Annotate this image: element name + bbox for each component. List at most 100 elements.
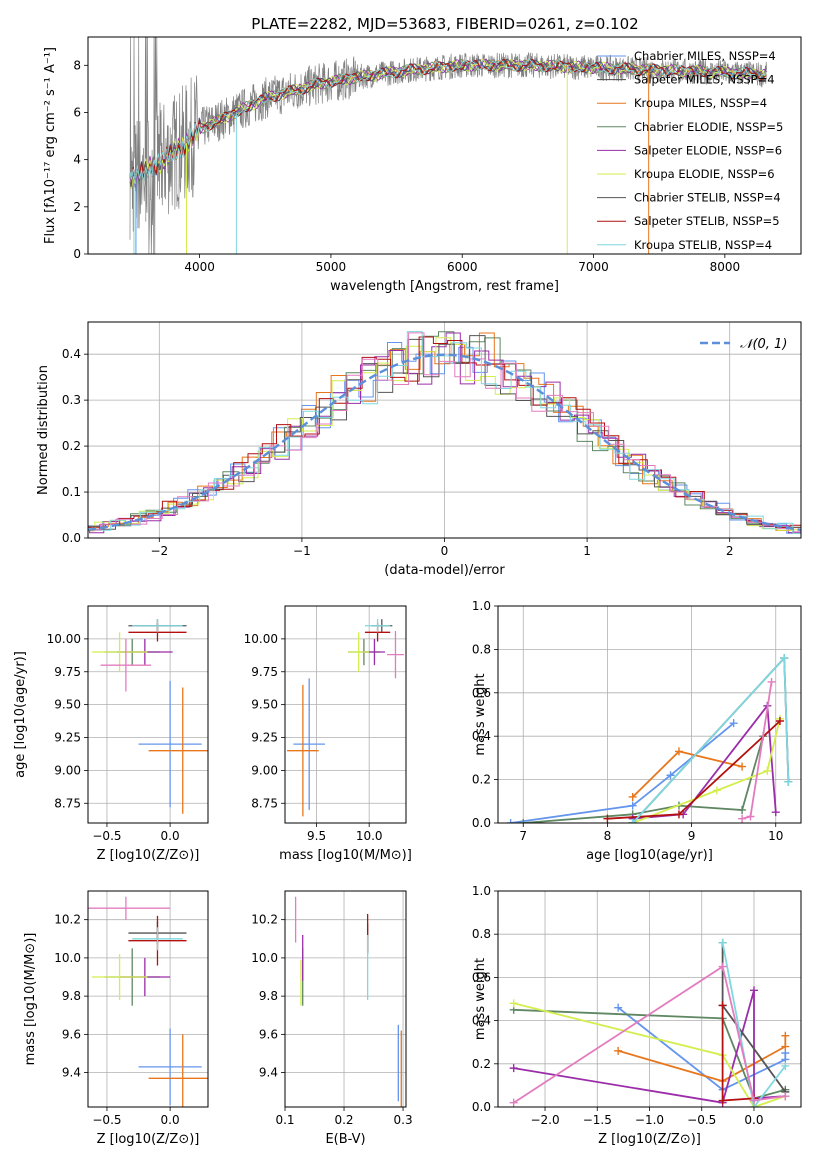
- mass-weight-line-kroupa_stelib: [721, 942, 787, 1107]
- y-tick-label: 9.6: [62, 1027, 81, 1041]
- plot-area: [88, 896, 208, 1107]
- mass-weight-line-chabrier_elodie: [513, 1008, 786, 1100]
- x-tick-label: −2.0: [530, 1113, 559, 1127]
- x-tick-label: 2: [726, 544, 734, 558]
- y-tick-label: 8.75: [251, 796, 278, 810]
- mass-weight-marker: [729, 719, 738, 728]
- x-axis-label: age [log10(age/yr)]: [586, 848, 713, 863]
- histogram-salpeter_stelib: [88, 336, 801, 529]
- x-tick-label: 10.0: [356, 829, 383, 843]
- x-tick-label: 7: [519, 829, 527, 843]
- mass-weight-marker: [674, 747, 683, 756]
- x-tick-label: 9.5: [307, 829, 326, 843]
- spectrum-legend: Chabrier MILES, NSSP=4 Salpeter MILES, NS…: [597, 49, 783, 252]
- mass-weight-marker: [712, 786, 721, 795]
- x-axis-label: mass [log10(M/M⊙)]: [279, 848, 412, 863]
- x-tick-label: 9: [688, 829, 696, 843]
- axes-frame: [87, 890, 209, 1108]
- y-tick-label: 0.2: [472, 773, 491, 787]
- x-axis-label: Z [log10(Z/Z⊙)]: [97, 848, 200, 863]
- mass-weight-marker: [718, 938, 727, 947]
- x-tick-label: −1.5: [583, 1113, 612, 1127]
- y-tick-label: 2: [73, 200, 81, 214]
- legend-entry: Kroupa STELIB, NSSP=4: [634, 238, 772, 252]
- mass-weight-marker: [509, 1064, 518, 1073]
- mass-weight-line-pink: [513, 965, 786, 1104]
- axes-frame: [497, 605, 802, 824]
- x-tick-label: 0: [441, 544, 449, 558]
- x-tick-label: 4000: [184, 260, 215, 274]
- mass-weight-marker: [780, 654, 789, 663]
- x-axis-label: (data-model)/error: [384, 563, 505, 578]
- mass-weight-marker: [614, 1003, 623, 1012]
- mass-weight-marker: [746, 812, 755, 821]
- y-tick-label: 9.00: [54, 763, 81, 777]
- y-tick-label: 0.2: [472, 1057, 491, 1071]
- plot-area: [509, 938, 790, 1107]
- mass-weight-marker: [781, 1061, 790, 1070]
- y-tick-label: 10.00: [47, 632, 81, 646]
- plot-area: [294, 896, 402, 1107]
- y-tick-label: 10.0: [54, 951, 81, 965]
- y-tick-label: 9.8: [259, 989, 278, 1003]
- x-axis-label: wavelength [Angstrom, rest frame]: [330, 279, 559, 294]
- x-tick-label: 5000: [316, 260, 347, 274]
- mass-weight-marker: [718, 962, 727, 971]
- mass-weight-marker: [775, 717, 784, 726]
- mass-weight-line-salpeter_elodie: [632, 703, 777, 820]
- mass-weight-marker: [763, 766, 772, 775]
- axes-frame: [497, 890, 802, 1108]
- y-tick-label: 6: [73, 105, 81, 119]
- axes-frame: [87, 605, 209, 824]
- y-tick-label: 0.3: [62, 393, 81, 407]
- x-tick-label: 10: [768, 829, 783, 843]
- mass-weight-marker: [738, 814, 747, 823]
- y-tick-label: 9.50: [251, 698, 278, 712]
- mass-weight-line-kroupa_stelib: [632, 655, 790, 823]
- mass-weight-line-kroupa_elodie: [632, 718, 781, 823]
- y-tick-label: 9.4: [259, 1066, 278, 1080]
- mass-weight-marker: [767, 677, 776, 686]
- x-tick-label: 6000: [447, 260, 478, 274]
- age-vs-metallicity-plot: −0.5 0.0 8.75 9.00 9.25 9.50 9.75 10.00 Z [log10…: [13, 605, 209, 863]
- mass-weight-marker: [718, 1096, 727, 1105]
- y-tick-label: 10.00: [244, 632, 278, 646]
- x-tick-label: 0.1: [275, 1113, 294, 1127]
- y-tick-label: 10.2: [251, 913, 278, 927]
- mass-weight-marker: [628, 801, 637, 810]
- mass-weight-marker: [781, 1031, 790, 1040]
- mass-weight-marker: [784, 777, 793, 786]
- y-tick-label: 10.2: [54, 913, 81, 927]
- y-tick-label: 0.0: [472, 816, 491, 830]
- y-axis-label: mass [log10(M/M⊙)]: [23, 933, 38, 1066]
- histogram-legend: 𝒩(0, 1): [700, 337, 787, 352]
- mass-weight-marker: [781, 1042, 790, 1051]
- mass-weight-marker: [506, 819, 515, 823]
- plot-area: [88, 331, 801, 534]
- y-tick-label: 9.75: [54, 665, 81, 679]
- x-tick-label: −1.0: [635, 1113, 664, 1127]
- axes-frame: [87, 321, 802, 539]
- x-tick-label: 0.0: [744, 1113, 763, 1127]
- x-tick-label: 0.2: [334, 1113, 353, 1127]
- x-tick-label: 8000: [710, 260, 741, 274]
- x-tick-label: 7000: [578, 260, 609, 274]
- x-tick-label: −1: [293, 544, 311, 558]
- mass-weight-marker: [738, 805, 747, 814]
- histogram-pink: [88, 332, 801, 533]
- axes-frame: [284, 890, 407, 1108]
- mass-weight-marker: [771, 808, 780, 817]
- plot-area: [129, 37, 767, 254]
- y-axis-label: Normed distribution: [36, 365, 51, 495]
- x-axis-label: Z [log10(Z/Z⊙)]: [598, 1132, 701, 1147]
- mass-weight-marker: [603, 814, 612, 823]
- x-tick-label: −0.5: [92, 1113, 121, 1127]
- legend-entry: Salpeter STELIB, NSSP=5: [634, 214, 780, 228]
- y-tick-label: 9.8: [62, 989, 81, 1003]
- y-tick-label: 10.0: [251, 951, 278, 965]
- spectrum-plot: 4000 5000 6000 7000 8000 0 2 4 6 8 wavelength [Ang…: [43, 36, 802, 294]
- mass-weight-marker: [749, 1096, 758, 1105]
- y-tick-label: 8.75: [54, 796, 81, 810]
- mass-weight-line-kroupa_elodie: [513, 1002, 786, 1107]
